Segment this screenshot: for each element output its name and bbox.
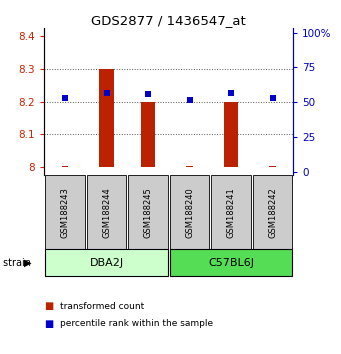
Point xyxy=(62,95,68,101)
Point xyxy=(187,97,192,102)
Bar xyxy=(228,166,234,167)
Bar xyxy=(141,102,155,167)
Text: GSM188240: GSM188240 xyxy=(185,187,194,238)
Bar xyxy=(187,166,193,167)
Point xyxy=(270,95,275,101)
Text: GSM188242: GSM188242 xyxy=(268,187,277,238)
Text: GSM188241: GSM188241 xyxy=(226,187,236,238)
Bar xyxy=(87,175,127,250)
Text: ■: ■ xyxy=(44,319,54,329)
Text: percentile rank within the sample: percentile rank within the sample xyxy=(60,319,213,329)
Bar xyxy=(99,69,114,167)
Text: DBA2J: DBA2J xyxy=(89,258,124,268)
Bar xyxy=(169,175,209,250)
Text: GSM188245: GSM188245 xyxy=(144,187,152,238)
Bar xyxy=(269,166,276,167)
Text: ▶: ▶ xyxy=(24,258,31,268)
Bar xyxy=(253,175,293,250)
Bar xyxy=(103,166,110,167)
Text: strain: strain xyxy=(3,258,34,268)
Text: GSM188243: GSM188243 xyxy=(61,187,70,238)
Point xyxy=(104,90,109,95)
Point xyxy=(228,90,234,95)
Text: C57BL6J: C57BL6J xyxy=(208,258,254,268)
Text: GSM188244: GSM188244 xyxy=(102,187,111,238)
Bar xyxy=(169,250,293,276)
Bar xyxy=(62,166,68,167)
Point xyxy=(145,91,151,97)
Title: GDS2877 / 1436547_at: GDS2877 / 1436547_at xyxy=(91,14,246,27)
Bar xyxy=(45,175,85,250)
Bar xyxy=(45,250,168,276)
Bar xyxy=(224,102,238,167)
Bar xyxy=(128,175,168,250)
Text: transformed count: transformed count xyxy=(60,302,144,311)
Text: ■: ■ xyxy=(44,301,54,311)
Bar xyxy=(145,166,151,167)
Bar xyxy=(211,175,251,250)
